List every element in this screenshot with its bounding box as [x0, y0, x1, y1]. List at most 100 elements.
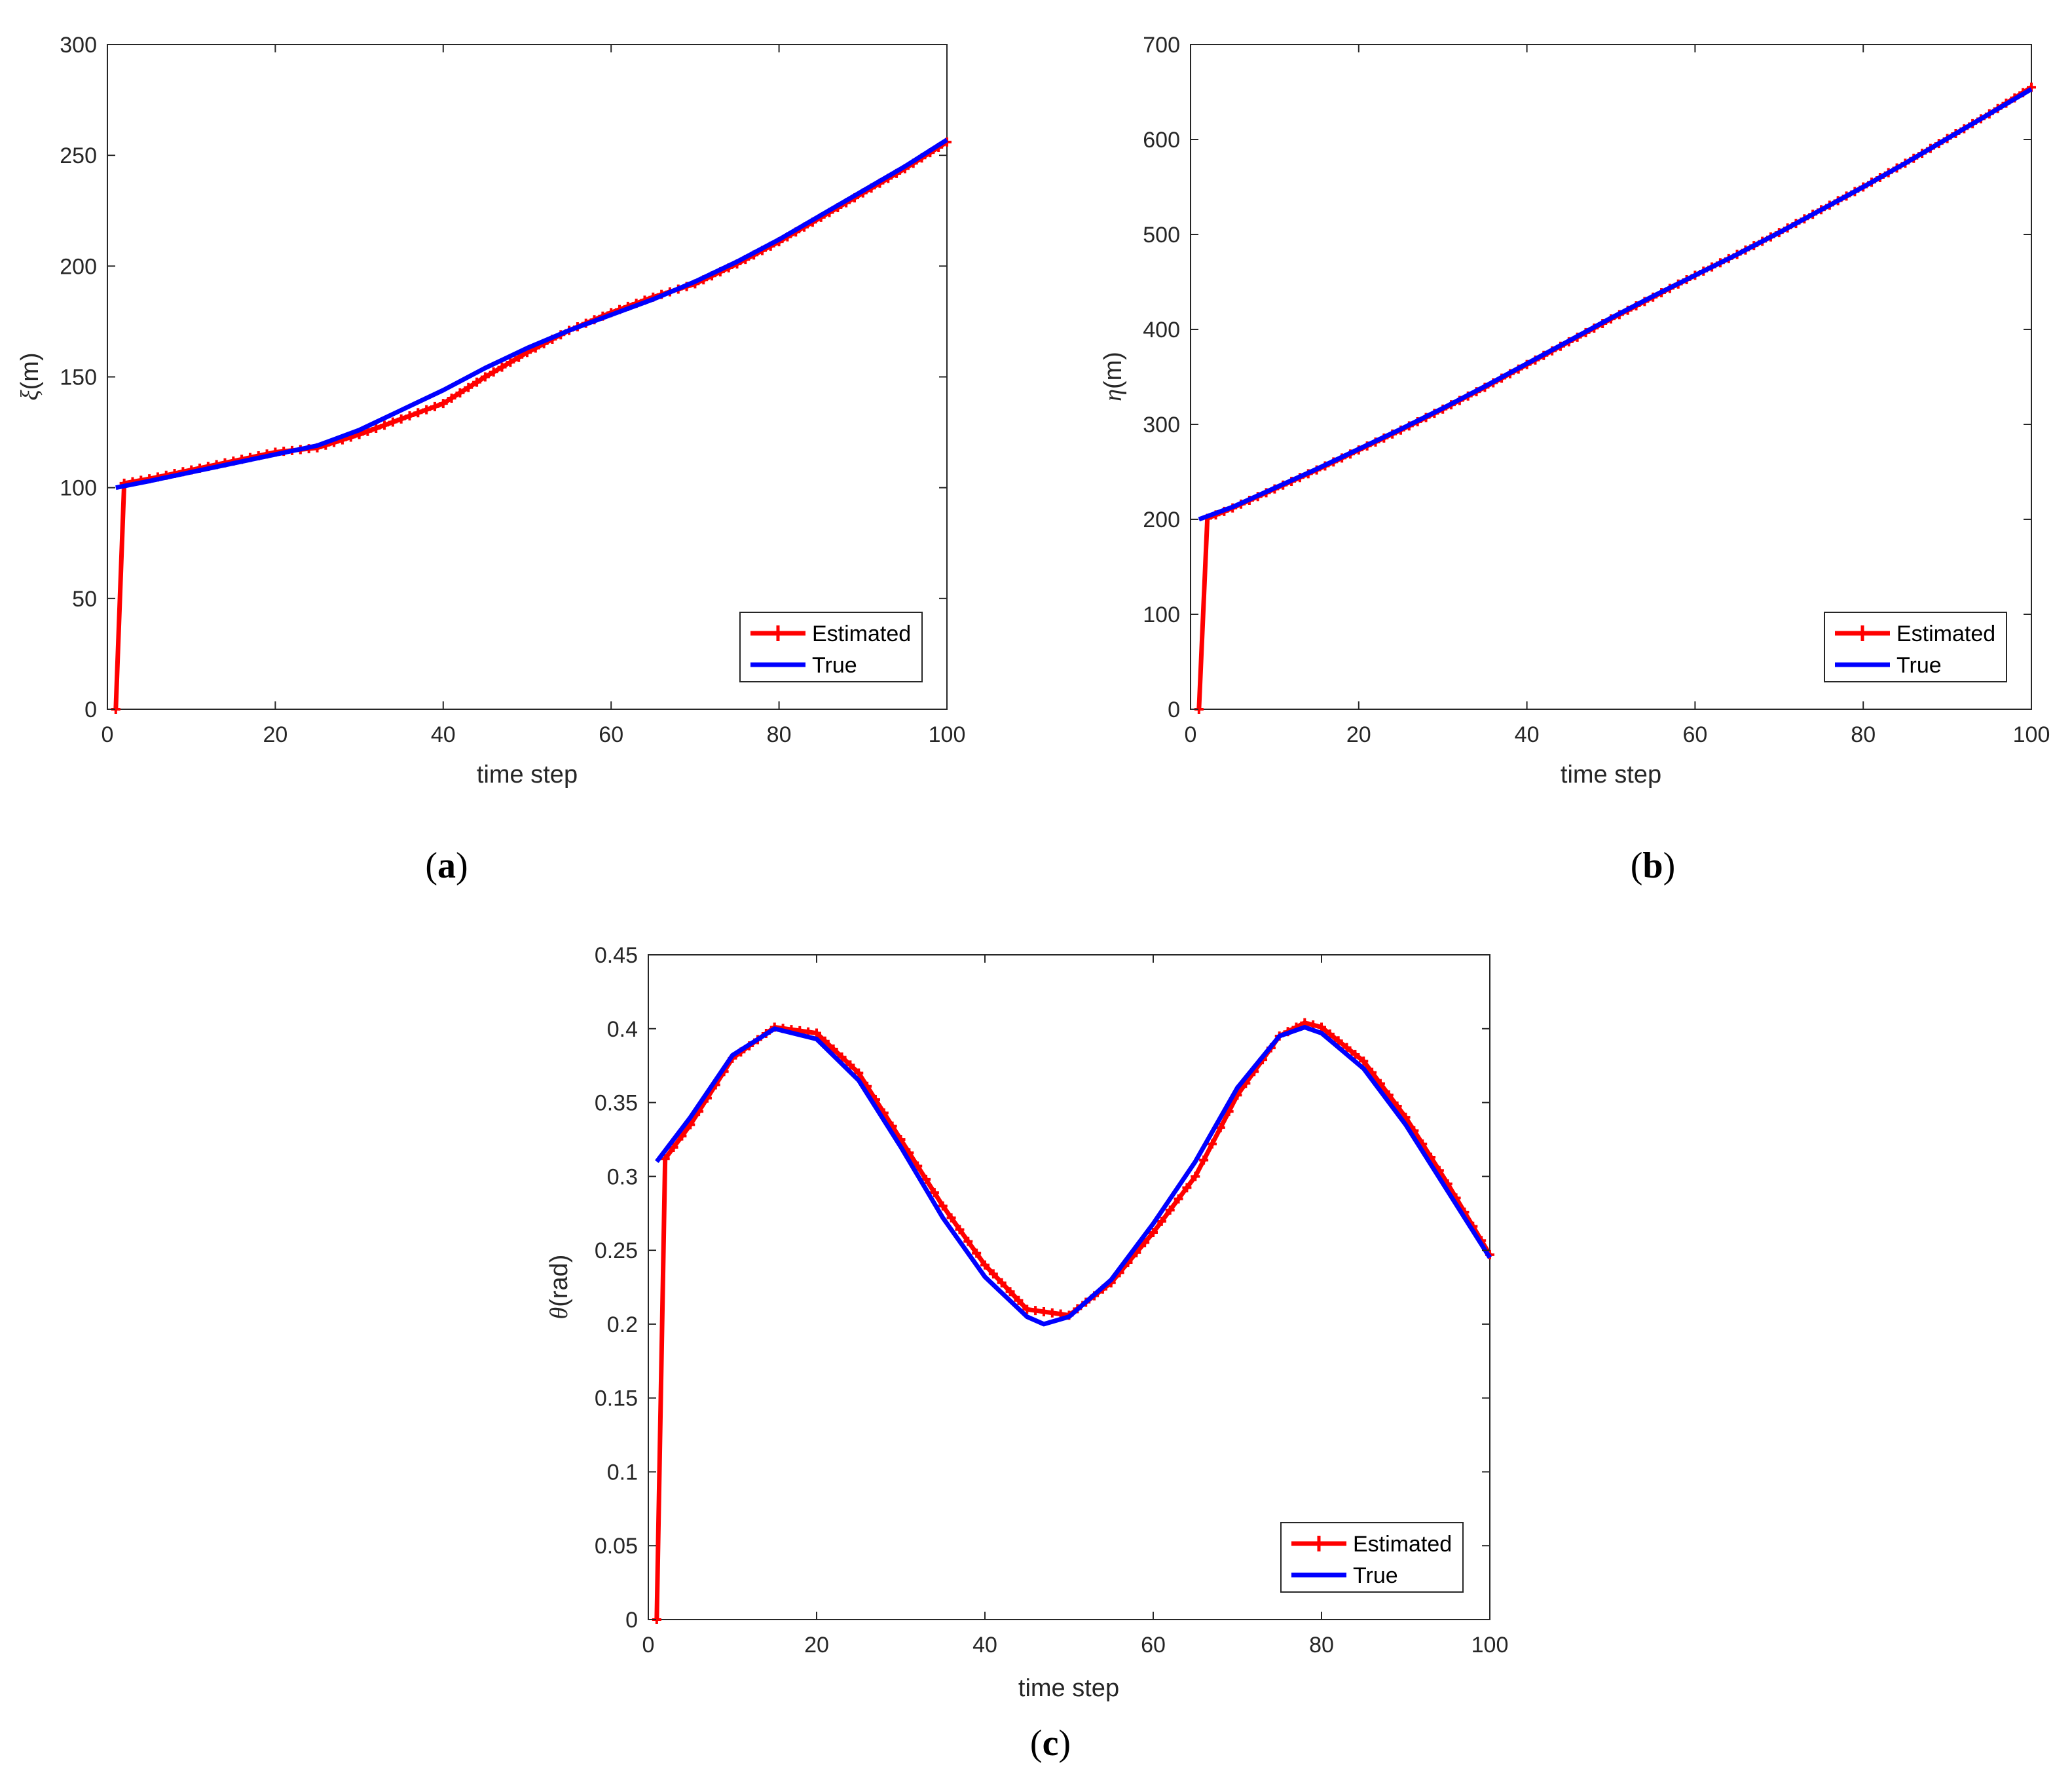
- chart-a-estimated-point: [506, 358, 515, 367]
- chart-c-estimated-point: [1199, 1155, 1209, 1165]
- chart-a-estimated-point: [480, 372, 490, 382]
- chart-a-xtick-label: 100: [929, 722, 966, 747]
- chart-b-xtick-label: 80: [1851, 722, 1876, 747]
- chart-c-ytick-label: 0.1: [607, 1460, 638, 1485]
- chart-b-legend: Estimated True: [1824, 612, 2007, 682]
- chart-a-estimated-point: [422, 405, 432, 415]
- chart-a-estimated-point: [380, 420, 390, 430]
- chart-b-xlabel: time step: [1561, 761, 1661, 788]
- chart-b-series-true-line: [1198, 87, 2033, 522]
- chart-a-xtick-label: 20: [263, 722, 287, 747]
- chart-a-estimated-point: [396, 414, 406, 424]
- chart-c-estimated-point: [955, 1225, 965, 1234]
- chart-a-xlabel: time step: [477, 761, 578, 788]
- chart-a-marks: [111, 137, 952, 714]
- panel-label-b: (b): [1631, 845, 1675, 886]
- chart-c-estimated-point: [1342, 1043, 1352, 1052]
- chart-c-xtick-label: 20: [804, 1633, 829, 1658]
- chart-c-ytick-label: 0.2: [607, 1312, 638, 1337]
- panel-label-b-letter: b: [1642, 845, 1663, 886]
- panel-label-a: (a): [425, 845, 468, 886]
- chart-b-ytick-label: 400: [1143, 318, 1180, 343]
- chart-c-estimated-point: [997, 1278, 1007, 1288]
- chart-c-estimated-point: [980, 1260, 990, 1270]
- chart-c-ytick-label: 0.4: [607, 1017, 638, 1042]
- chart-c-estimated-point: [660, 1154, 670, 1164]
- chart-a-estimated-point: [405, 411, 415, 421]
- chart-c-xtick-label: 80: [1309, 1633, 1334, 1658]
- chart-b-xtick-label: 100: [2013, 722, 2050, 747]
- chart-c-estimated-point: [1165, 1205, 1175, 1215]
- panel-label-a-letter: a: [437, 845, 456, 886]
- panel-label-b-close: ): [1663, 845, 1676, 886]
- chart-c-legend-estimated-marker: [1311, 1536, 1327, 1551]
- chart-b-ytick-label: 200: [1143, 508, 1180, 532]
- chart-c-estimated-point: [1149, 1228, 1158, 1238]
- chart-a-ytick-label: 250: [60, 143, 97, 168]
- chart-c-estimated-point: [1182, 1183, 1192, 1193]
- chart-a-estimated-point: [438, 399, 448, 409]
- chart-c-xtick-label: 100: [1471, 1633, 1509, 1658]
- chart-c-ytick-label: 0.3: [607, 1164, 638, 1189]
- chart-a-ytick-label: 0: [84, 697, 97, 722]
- chart-c-estimated-point: [929, 1188, 939, 1198]
- chart-c-estimated-point: [1317, 1022, 1326, 1032]
- chart-b-legend-estimated-marker: [1855, 625, 1870, 641]
- chart-c-estimated-point: [921, 1174, 931, 1184]
- chart-b-xtick-label: 60: [1682, 722, 1707, 747]
- chart-c-plot-area: [648, 954, 1490, 1620]
- chart-a-estimated-point: [388, 417, 398, 427]
- chart-c-estimated-point: [854, 1068, 864, 1078]
- chart-a-xtick-label: 0: [102, 722, 114, 747]
- chart-a-legend-true-label: True: [812, 653, 857, 678]
- chart-c-xtick-label: 0: [642, 1633, 655, 1658]
- chart-c-xlabel: time step: [1018, 1675, 1119, 1702]
- chart-c-estimated-point: [812, 1028, 821, 1038]
- chart-c-marks: [652, 1018, 1494, 1624]
- chart-b-ytick-label: 100: [1143, 603, 1180, 627]
- chart-c-legend-true-label: True: [1353, 1563, 1398, 1588]
- panel-label-c-open: (: [1030, 1723, 1043, 1764]
- chart-b-ytick-label: 700: [1143, 33, 1180, 58]
- chart-a-estimated-point: [464, 382, 473, 392]
- chart-a: 0 20 40 60 80 100 0 50 100 150 200 250 300 time step…: [16, 33, 965, 788]
- chart-c-estimated-point: [963, 1236, 973, 1246]
- chart-a-ylabel-symbol: ξ: [16, 390, 44, 401]
- chart-a-legend: Estimated True: [739, 612, 923, 682]
- chart-b: 0 20 40 60 80 100 0 100 200 300 400 500 600 700 time …: [1100, 33, 2050, 788]
- chart-a-xtick-label: 80: [767, 722, 792, 747]
- chart-c-ytick-label: 0.05: [595, 1534, 638, 1559]
- chart-c-estimated-point: [1174, 1194, 1183, 1204]
- chart-c-ylabel: θ(rad): [546, 1255, 573, 1320]
- chart-c-estimated-point: [1047, 1308, 1057, 1318]
- chart-a-ytick-label: 50: [72, 587, 97, 612]
- chart-a-estimated-point: [413, 408, 423, 418]
- chart-a-estimated-point: [455, 388, 465, 398]
- chart-c-legend-box: [1280, 1522, 1464, 1593]
- chart-a-legend-estimated-marker: [770, 625, 786, 641]
- chart-a-estimated-point: [447, 393, 456, 403]
- chart-b-legend-true-label: True: [1896, 653, 1942, 678]
- chart-b-ylabel-unit: (m): [1100, 352, 1127, 389]
- chart-b-legend-box: [1824, 612, 2007, 682]
- chart-c-xtick-label: 60: [1141, 1633, 1166, 1658]
- chart-a-estimated-point: [430, 401, 439, 411]
- chart-a-ylabel-unit: (m): [16, 352, 44, 390]
- chart-b-ytick-label: 600: [1143, 128, 1180, 153]
- panel-label-c: (c): [1030, 1723, 1071, 1764]
- chart-c-series-true-line: [655, 1025, 1492, 1327]
- chart-c-estimated-point: [1207, 1139, 1217, 1149]
- chart-c-estimated-point: [845, 1060, 855, 1070]
- chart-c-estimated-point: [972, 1248, 982, 1258]
- chart-a-plot-area: [107, 44, 948, 710]
- chart-a-xtick-label: 60: [599, 722, 623, 747]
- chart-b-ytick-label: 0: [1168, 697, 1180, 722]
- chart-c: 0 20 40 60 80 100 0 0.05 0.1 0.15 0.2 0.25 0.3 0.35 0.…: [546, 943, 1508, 1702]
- chart-c-estimated-point: [1350, 1050, 1360, 1060]
- chart-c-legend-estimated-label: Estimated: [1353, 1532, 1452, 1557]
- chart-c-ytick-label: 0.25: [595, 1238, 638, 1263]
- chart-c-estimated-point: [1156, 1216, 1166, 1226]
- chart-a-ytick-label: 150: [60, 365, 97, 390]
- chart-a-estimated-point: [371, 423, 381, 433]
